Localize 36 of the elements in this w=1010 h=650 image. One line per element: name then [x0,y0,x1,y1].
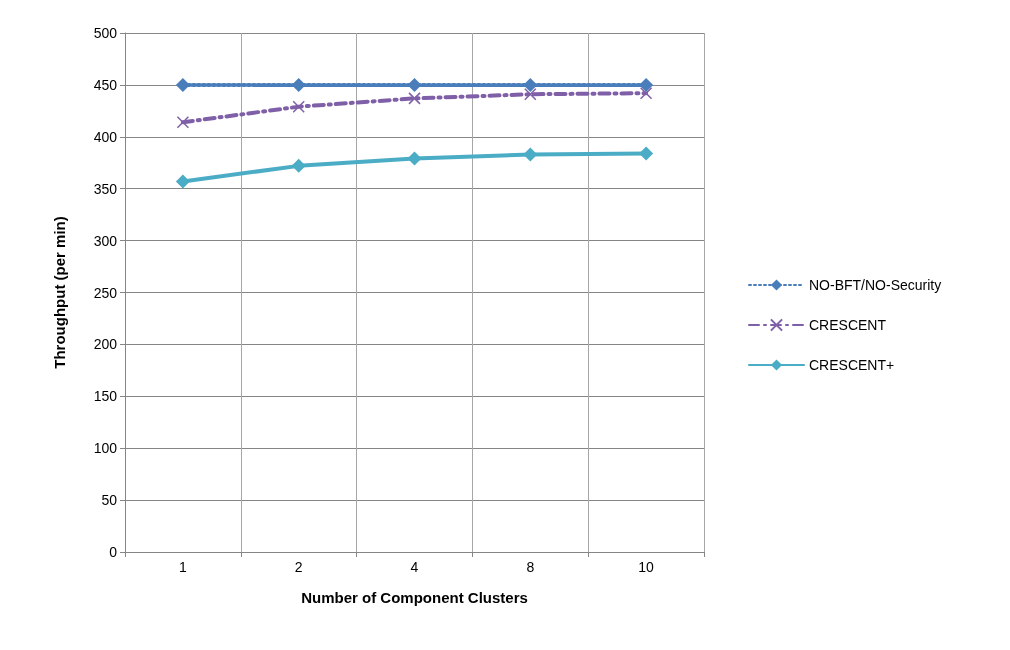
point [175,77,190,92]
point [175,174,190,189]
point [524,87,537,101]
point [523,147,538,162]
legend-label: CRESCENT [809,317,887,333]
y-tick-label: 500 [93,25,118,41]
x-tick-label: 2 [294,559,303,575]
x-tick-label: 10 [638,559,655,575]
y-tick-label: 0 [109,544,118,560]
point [639,146,654,161]
y-tick-label: 350 [93,180,118,197]
y-axis-title: Throughput (per min) [51,216,68,369]
point [407,151,422,166]
legend-label: CRESCENT+ [809,357,895,373]
y-tick-label: 400 [93,128,118,145]
y-tick-label: 300 [93,232,118,249]
x-tick-label: 1 [179,559,187,575]
y-tick-label: 150 [93,388,118,405]
point [639,77,654,92]
y-tick-label: 250 [93,284,118,301]
y-tick-label: 50 [101,492,118,509]
x-axis-title: Number of Component Clusters [301,589,528,606]
x-tick-label: 4 [410,559,419,575]
y-tick-label: 200 [93,336,118,353]
legend-label: NO-BFT/NO-Security [809,277,942,293]
point [292,100,305,113]
point [639,86,653,100]
point [407,77,422,92]
point [408,92,421,105]
x-tick-label: 8 [526,559,535,575]
y-tick-label: 450 [93,76,118,93]
point [291,77,306,92]
point [523,77,538,92]
y-tick-label: 100 [93,440,118,457]
point [176,116,190,129]
point [291,158,306,173]
